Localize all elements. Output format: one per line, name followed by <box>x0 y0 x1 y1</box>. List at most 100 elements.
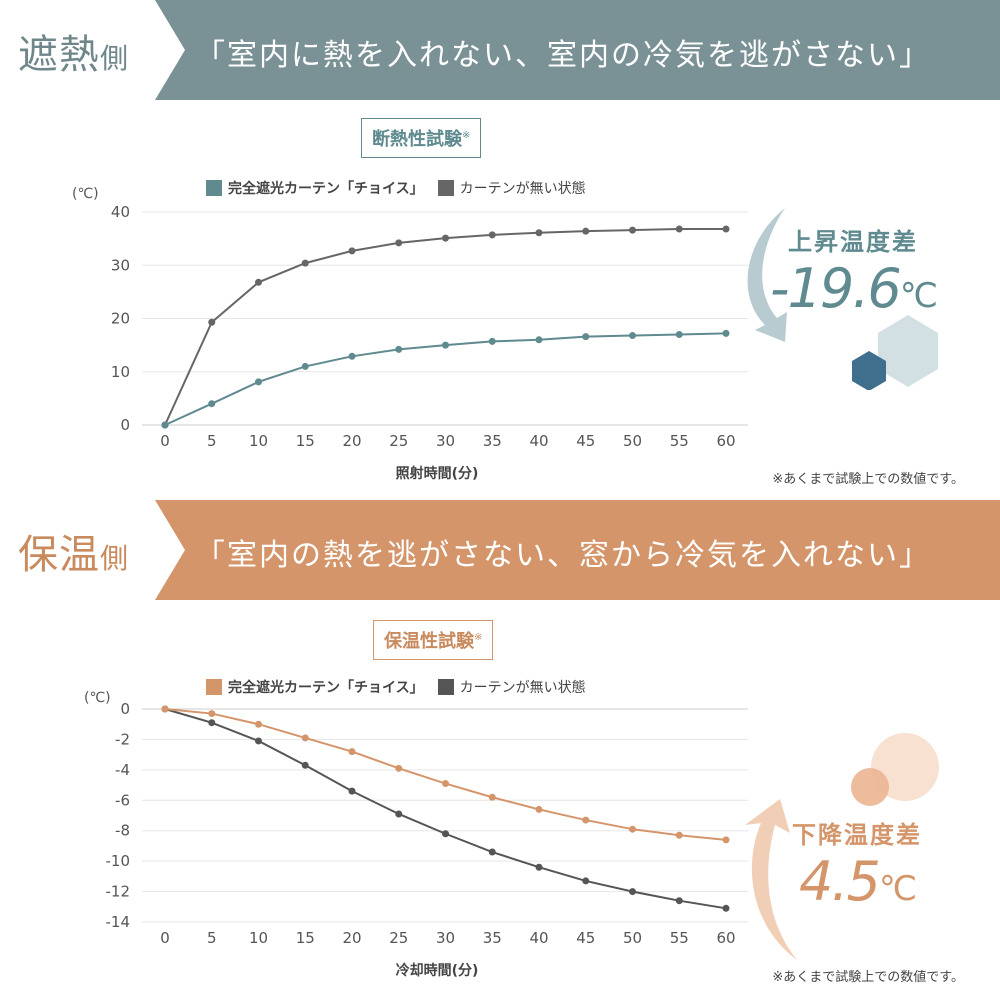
data-point <box>535 229 543 237</box>
y-tick-label: 20 <box>111 310 130 328</box>
data-point <box>629 825 636 833</box>
data-point <box>161 421 169 429</box>
chart-title-text: 断熱性試験 <box>372 129 462 150</box>
y-tick-label: -4 <box>115 761 130 779</box>
data-point <box>301 734 309 742</box>
series-line <box>164 708 727 841</box>
data-point <box>488 848 496 856</box>
y-tick-label: -6 <box>115 791 130 809</box>
temperature-difference: 下降温度差 4.5℃ <box>792 815 922 913</box>
x-tick-label: 40 <box>529 432 548 450</box>
data-point <box>675 897 683 905</box>
data-point <box>675 225 683 233</box>
legend-swatch <box>437 679 454 695</box>
y-tick-label: -14 <box>106 913 131 931</box>
x-tick-label: 50 <box>623 432 642 450</box>
y-tick-label: 10 <box>111 363 130 381</box>
legend-item: カーテンが無い状態 <box>459 680 586 696</box>
x-tick-label: 5 <box>207 432 217 450</box>
x-tick-label: 55 <box>670 432 689 450</box>
data-point <box>348 748 356 756</box>
data-point <box>395 239 403 247</box>
legend-swatch <box>206 679 222 695</box>
diff-value: -19.6 <box>770 257 902 320</box>
y-unit: (℃) <box>84 690 111 706</box>
data-point <box>488 793 496 801</box>
data-point <box>488 337 496 345</box>
title-mark: ※ <box>462 130 471 141</box>
y-tick-label: -10 <box>106 852 131 870</box>
data-point <box>722 329 730 337</box>
chart-heat-retention: 0 -2 -4 -6 -8 -10 -12 -14 0 5 10 15 20 25 30 35 40 45 50 55… <box>106 700 748 979</box>
y-tick-label: -2 <box>115 730 130 748</box>
section-header-heat-shield: 遮熱側 「室内に熱を入れない、室内の冷気を逃がさない」 <box>0 0 1000 100</box>
x-tick-label: 20 <box>342 929 361 947</box>
x-tick-label: 35 <box>483 432 502 450</box>
data-point <box>208 318 216 326</box>
data-point <box>348 352 356 360</box>
series-line <box>164 708 727 910</box>
y-tick-label: 40 <box>111 203 130 221</box>
circle-decoration-icon <box>851 733 939 806</box>
chart-heat-shield: 0 10 20 30 40 0 5 10 15 20 25 30 35 40 45 50 55 60 照射時間(分) <box>111 203 748 482</box>
x-tick-label: 15 <box>296 929 315 947</box>
legend-swatch <box>437 180 454 196</box>
x-tick-label: 15 <box>296 432 315 450</box>
hexagon-decoration-icon <box>852 315 938 390</box>
x-tick-label: 10 <box>249 929 268 947</box>
series-line <box>164 228 726 426</box>
data-point <box>301 761 309 769</box>
y-tick-label: -12 <box>106 883 131 901</box>
legend-item: 完全遮光カーテン「チョイス」 <box>228 680 424 696</box>
data-point <box>722 836 730 844</box>
y-unit: (℃) <box>72 186 99 202</box>
x-tick-label: 55 <box>670 929 689 947</box>
x-tick-label: 5 <box>207 929 217 947</box>
footnote: ※あくまで試験上での数値です。 <box>772 472 964 487</box>
temperature-difference: 上昇温度差 -19.6℃ <box>770 222 938 320</box>
x-tick-label: 45 <box>576 432 595 450</box>
section-tag: 遮熱側 <box>0 0 185 100</box>
legend-swatch <box>206 180 222 196</box>
tag-suffix: 側 <box>100 42 130 75</box>
x-tick-label: 50 <box>623 929 642 947</box>
data-point <box>488 231 496 239</box>
tag-text: 遮熱 <box>18 32 100 78</box>
data-point <box>348 247 356 255</box>
chart-title: 断熱性試験※ <box>361 118 482 158</box>
data-point <box>535 805 543 813</box>
x-tick-label: 60 <box>716 432 735 450</box>
data-point <box>722 225 730 233</box>
legend-item: 完全遮光カーテン「チョイス」 <box>228 181 424 197</box>
x-tick-label: 0 <box>160 432 170 450</box>
section-header-heat-retention: 保温側 「室内の熱を逃がさない、窓から冷気を入れない」 <box>0 500 1000 600</box>
data-point <box>301 362 309 370</box>
legend: 完全遮光カーテン「チョイス」 カーテンが無い状態 <box>206 178 586 198</box>
legend: 完全遮光カーテン「チョイス」 カーテンが無い状態 <box>206 677 586 697</box>
data-point <box>722 904 730 912</box>
data-point <box>582 816 590 824</box>
y-tick-label: 30 <box>111 256 130 274</box>
data-point <box>208 710 216 718</box>
data-point <box>395 345 403 353</box>
chart-title: 保温性試験※ <box>373 620 494 660</box>
legend-item: カーテンが無い状態 <box>459 181 586 197</box>
x-tick-label: 25 <box>389 432 408 450</box>
data-point <box>675 831 683 839</box>
x-tick-label: 30 <box>436 929 455 947</box>
data-point <box>629 888 636 896</box>
data-point <box>255 278 262 286</box>
data-point <box>442 341 449 349</box>
data-point <box>348 787 356 795</box>
diff-value: 4.5 <box>798 850 881 913</box>
diff-unit: ℃ <box>878 869 917 909</box>
data-point <box>395 810 403 818</box>
data-point <box>582 877 590 885</box>
chart-title-text: 保温性試験 <box>384 631 474 652</box>
data-point <box>255 720 262 728</box>
data-point <box>161 705 169 713</box>
x-tick-label: 40 <box>529 929 548 947</box>
data-point <box>208 400 216 408</box>
x-tick-label: 30 <box>436 432 455 450</box>
data-point <box>582 333 590 341</box>
